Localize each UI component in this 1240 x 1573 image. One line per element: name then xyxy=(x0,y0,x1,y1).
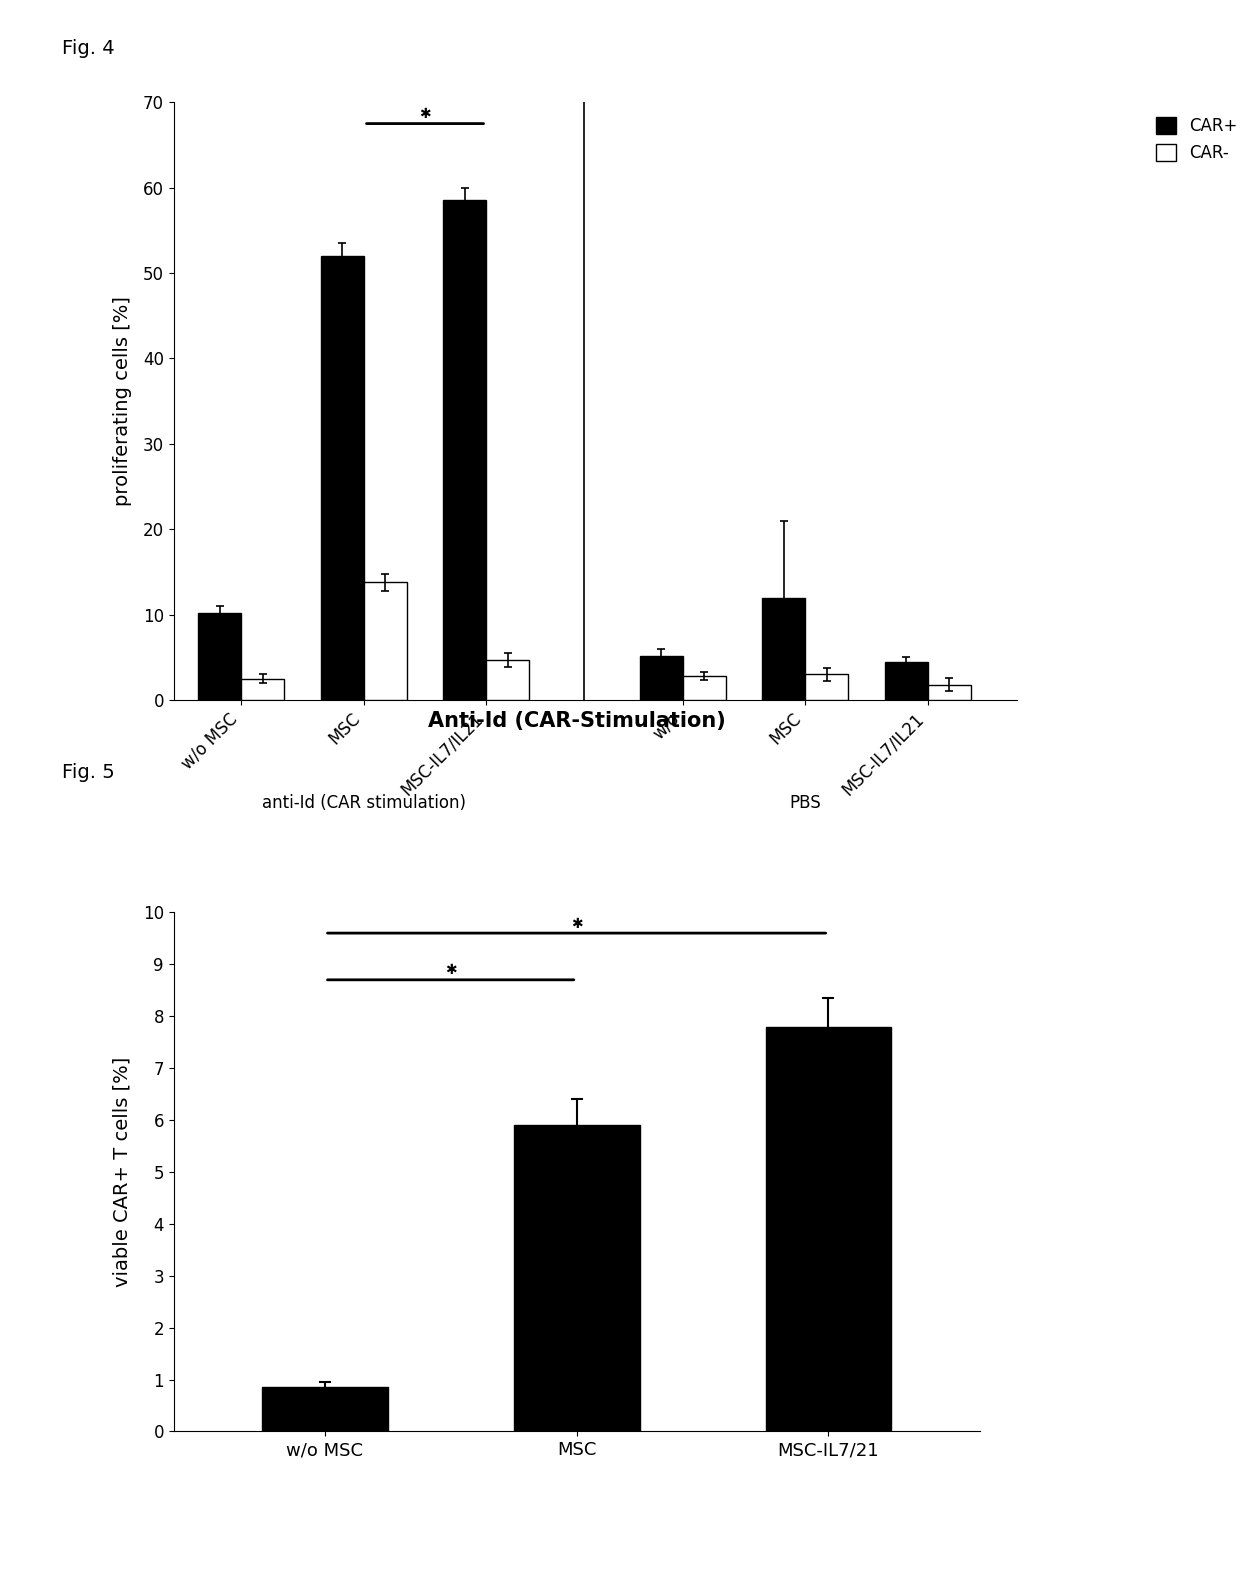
Y-axis label: proliferating cells [%]: proliferating cells [%] xyxy=(113,296,131,507)
Bar xyxy=(321,256,363,700)
Text: Anti-Id (CAR-Stimulation): Anti-Id (CAR-Stimulation) xyxy=(428,711,725,731)
Bar xyxy=(198,613,241,700)
Legend: CAR+, CAR-: CAR+, CAR- xyxy=(1149,110,1240,168)
Bar xyxy=(262,1387,388,1431)
Bar xyxy=(682,676,725,700)
Text: ✱: ✱ xyxy=(570,917,583,931)
Y-axis label: viable CAR+ T cells [%]: viable CAR+ T cells [%] xyxy=(113,1057,131,1287)
Text: ✱: ✱ xyxy=(445,963,456,977)
Bar xyxy=(241,678,284,700)
Text: Fig. 5: Fig. 5 xyxy=(62,763,115,782)
Text: Fig. 4: Fig. 4 xyxy=(62,39,114,58)
Bar xyxy=(928,684,971,700)
Text: PBS: PBS xyxy=(790,794,821,812)
Bar xyxy=(486,659,529,700)
Bar xyxy=(885,662,928,700)
Bar xyxy=(363,582,407,700)
Bar xyxy=(805,675,848,700)
Bar xyxy=(444,200,486,700)
Bar xyxy=(640,656,682,700)
Bar xyxy=(765,1027,892,1431)
Bar xyxy=(763,598,805,700)
Bar xyxy=(513,1125,640,1431)
Text: ✱: ✱ xyxy=(419,107,430,121)
Text: anti-Id (CAR stimulation): anti-Id (CAR stimulation) xyxy=(262,794,466,812)
